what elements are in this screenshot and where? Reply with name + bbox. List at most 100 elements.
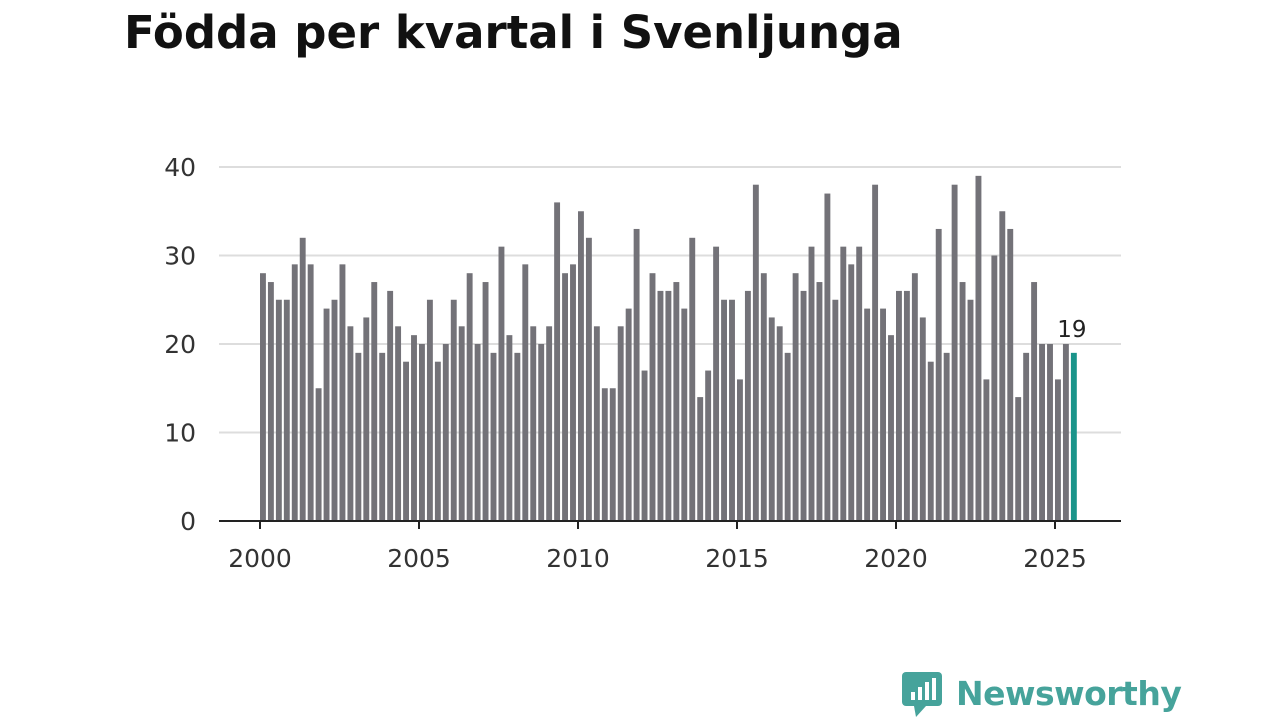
bar — [617, 326, 624, 521]
bar — [275, 299, 282, 521]
x-tick-label: 2000 — [228, 544, 292, 573]
bar — [267, 282, 274, 521]
bar — [490, 352, 497, 521]
bar — [752, 184, 759, 521]
bar — [856, 246, 863, 521]
bar — [832, 299, 839, 521]
data-labels: 19 — [1057, 317, 1086, 343]
x-tick-label: 2025 — [1023, 544, 1087, 573]
bar — [363, 317, 370, 521]
bar — [784, 352, 791, 521]
bar — [1023, 352, 1030, 521]
bar — [395, 326, 402, 521]
bar-latest — [1070, 352, 1077, 521]
bar — [657, 290, 664, 521]
bar — [323, 308, 330, 521]
bar — [1031, 282, 1038, 521]
bar — [776, 326, 783, 521]
bar — [840, 246, 847, 521]
bar — [625, 308, 632, 521]
newsworthy-logo-icon — [902, 672, 942, 717]
bar — [1015, 397, 1022, 521]
bar — [792, 273, 799, 521]
bar — [649, 273, 656, 521]
bar — [403, 361, 409, 521]
bar — [1062, 344, 1069, 521]
bar — [355, 352, 362, 521]
bar — [760, 273, 767, 521]
bar — [291, 264, 298, 521]
bar — [371, 282, 378, 521]
bar — [816, 282, 823, 521]
bar — [442, 344, 449, 521]
bar — [1055, 379, 1061, 521]
bar — [387, 290, 394, 521]
bar — [689, 237, 696, 522]
bar — [872, 184, 879, 521]
bar — [943, 352, 950, 521]
bar — [307, 264, 314, 521]
bars — [260, 175, 1077, 522]
bar — [919, 317, 926, 521]
bar — [1039, 344, 1045, 521]
bar — [975, 175, 982, 521]
bar — [379, 352, 386, 521]
bar — [315, 388, 322, 521]
bar — [991, 255, 998, 521]
bar — [864, 308, 871, 521]
bar — [681, 308, 688, 521]
bar — [800, 290, 807, 521]
bar — [959, 282, 966, 521]
bar — [808, 246, 815, 521]
bar — [999, 211, 1006, 521]
bar — [927, 361, 934, 521]
bar — [896, 290, 902, 521]
bar — [744, 290, 751, 521]
bar — [554, 202, 561, 521]
y-tick-label: 30 — [164, 242, 196, 271]
bar — [737, 379, 743, 521]
brand-name: Newsworthy — [956, 674, 1182, 713]
bar — [601, 388, 608, 521]
bar — [498, 246, 505, 521]
bar — [967, 299, 974, 521]
bar — [697, 397, 704, 521]
x-tick-label: 2005 — [387, 544, 451, 573]
chart-title: Födda per kvartal i Svenljunga — [124, 6, 903, 59]
x-tick-label: 2015 — [705, 544, 769, 573]
bar — [633, 228, 640, 521]
bar — [546, 326, 553, 521]
latest-value-label: 19 — [1057, 317, 1086, 343]
bar — [538, 344, 545, 521]
bar — [848, 264, 855, 521]
bar — [729, 299, 735, 521]
bar — [983, 379, 990, 521]
bar — [673, 282, 680, 521]
bar — [585, 237, 592, 522]
bar — [1007, 228, 1014, 521]
y-tick-label: 0 — [180, 507, 196, 536]
bar — [888, 335, 894, 521]
bar — [593, 326, 600, 521]
bar — [482, 282, 489, 521]
bar — [299, 237, 306, 522]
bar — [824, 193, 831, 522]
bar — [450, 299, 457, 521]
x-tick-label: 2010 — [546, 544, 610, 573]
bar — [260, 273, 266, 521]
bar — [911, 273, 918, 521]
brand-logo: Newsworthy — [902, 670, 1182, 718]
bar — [951, 184, 958, 521]
bar — [713, 246, 720, 521]
bar — [474, 344, 481, 521]
bar — [419, 344, 425, 521]
bar — [522, 264, 529, 521]
bar — [466, 273, 473, 521]
bar — [880, 308, 886, 521]
bar — [458, 326, 465, 521]
bar — [347, 326, 354, 521]
bar — [768, 317, 775, 521]
bar — [705, 370, 712, 521]
bar — [570, 264, 576, 521]
bar — [609, 388, 616, 521]
